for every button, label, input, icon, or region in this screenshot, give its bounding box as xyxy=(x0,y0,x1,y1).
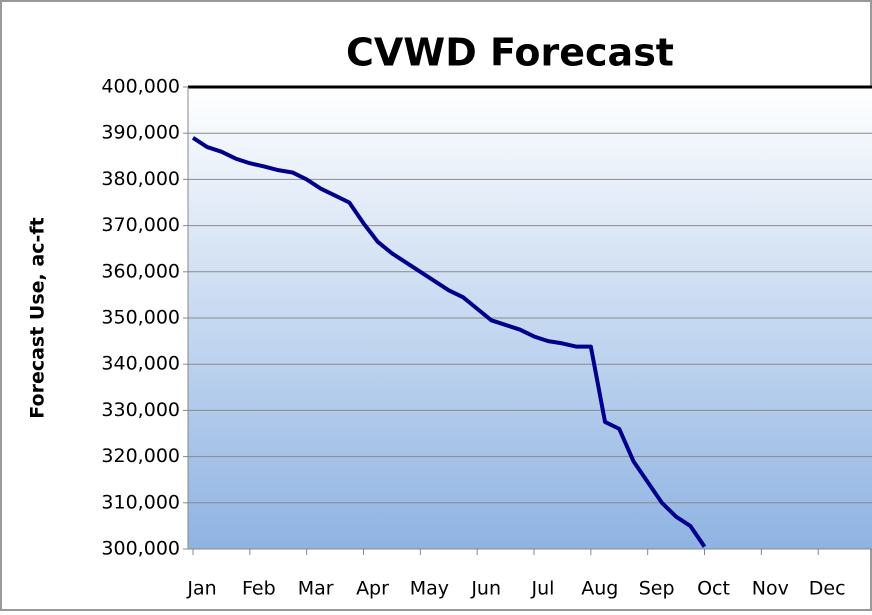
x-tick-label: Dec xyxy=(809,578,846,600)
x-tick-label: Jan xyxy=(186,578,216,600)
y-tick-label: 400,000 xyxy=(101,76,180,98)
x-tick-label: Aug xyxy=(581,578,618,600)
chart-title: CVWD Forecast xyxy=(346,31,674,75)
x-tick-label: May xyxy=(410,578,449,600)
y-tick-label: 390,000 xyxy=(101,122,180,144)
line xyxy=(191,136,707,548)
x-tick-label: Nov xyxy=(752,578,789,600)
y-tick-label: 360,000 xyxy=(101,260,180,282)
x-tick-label: Feb xyxy=(242,578,276,600)
y-tick-label: 340,000 xyxy=(101,353,180,375)
y-tick-label: 350,000 xyxy=(101,307,180,329)
x-tick-label: Mar xyxy=(298,578,334,600)
y-tick-label: 320,000 xyxy=(101,445,180,467)
x-tick-label: Jul xyxy=(531,578,555,600)
y-axis-label: Forecast Use, ac-ft xyxy=(27,217,49,418)
y-tick-label: 300,000 xyxy=(101,538,180,560)
x-tick-label: Sep xyxy=(639,578,675,600)
x-tick-label: Apr xyxy=(356,578,389,600)
y-tick-label: 380,000 xyxy=(101,168,180,190)
y-tick-label: 330,000 xyxy=(101,399,180,421)
x-tick-label: Oct xyxy=(697,578,730,600)
y-tick-label: 370,000 xyxy=(101,214,180,236)
x-tick-label: Jun xyxy=(470,578,501,600)
y-tick-label: 310,000 xyxy=(101,491,180,513)
